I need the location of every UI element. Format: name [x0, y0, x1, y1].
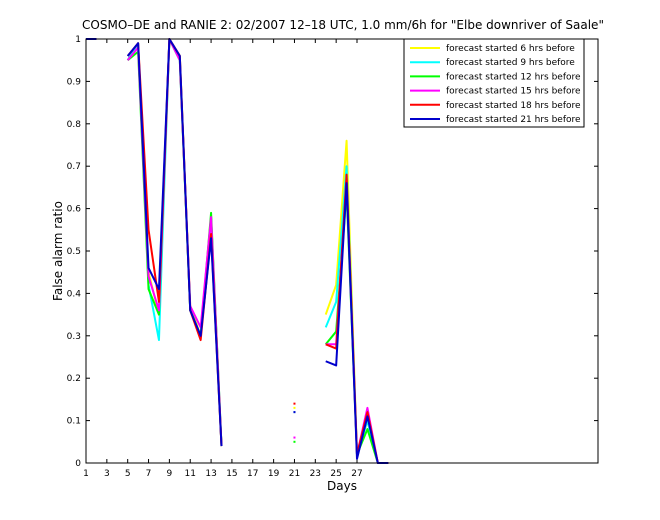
y-tick-label: 1	[75, 35, 81, 45]
series-point	[293, 436, 296, 439]
x-tick-label: 27	[351, 469, 362, 479]
x-tick-label: 15	[226, 469, 237, 479]
series-point	[293, 402, 296, 405]
x-tick-label: 11	[185, 469, 196, 479]
legend-label: forecast started 12 hrs before	[446, 72, 581, 82]
legend: forecast started 6 hrs before forecast st…	[403, 38, 585, 128]
x-tick-label: 23	[310, 469, 321, 479]
x-tick-label: 19	[268, 469, 280, 479]
x-tick-label: 25	[330, 469, 341, 479]
y-tick-label: 0.1	[67, 417, 81, 427]
chart-title: COSMO–DE and RANIE 2: 02/2007 12–18 UTC,…	[82, 18, 604, 32]
x-tick-label: 13	[205, 469, 216, 479]
y-tick-label: 0.9	[67, 77, 82, 87]
x-tick-label: 7	[146, 469, 152, 479]
y-tick-label: 0.7	[67, 162, 81, 172]
x-axis-label: Days	[327, 479, 357, 493]
y-tick-label: 0.2	[67, 374, 81, 384]
legend-label: forecast started 21 hrs before	[446, 115, 581, 125]
legend-label: forecast started 18 hrs before	[446, 101, 581, 111]
plot-frame	[85, 38, 599, 464]
axes: 1 3 5 7 9 11 13 15 17 19 21 23 25 2700.10.20.30.40.50…	[67, 35, 598, 479]
legend-label: forecast started 6 hrs before	[446, 44, 575, 54]
y-tick-label: 0.8	[67, 120, 82, 130]
x-tick-label: 21	[289, 469, 300, 479]
x-tick-label: 17	[247, 469, 258, 479]
x-tick-label: 1	[83, 469, 89, 479]
y-axis-label: False alarm ratio	[51, 201, 65, 301]
legend-box	[403, 38, 585, 128]
y-tick-label: 0.4	[67, 289, 82, 299]
y-tick-label: 0	[75, 459, 81, 469]
series-point	[293, 406, 296, 409]
y-tick-label: 0.5	[67, 247, 81, 257]
x-tick-label: 5	[125, 469, 131, 479]
x-tick-label: 3	[104, 469, 110, 479]
series-point	[293, 440, 296, 443]
series-point	[293, 411, 296, 414]
y-tick-label: 0.6	[67, 205, 82, 215]
y-tick-label: 0.3	[67, 332, 81, 342]
x-tick-label: 9	[167, 469, 173, 479]
series-line	[126, 38, 223, 447]
legend-label: forecast started 15 hrs before	[446, 87, 581, 97]
legend-label: forecast started 9 hrs before	[446, 58, 575, 68]
